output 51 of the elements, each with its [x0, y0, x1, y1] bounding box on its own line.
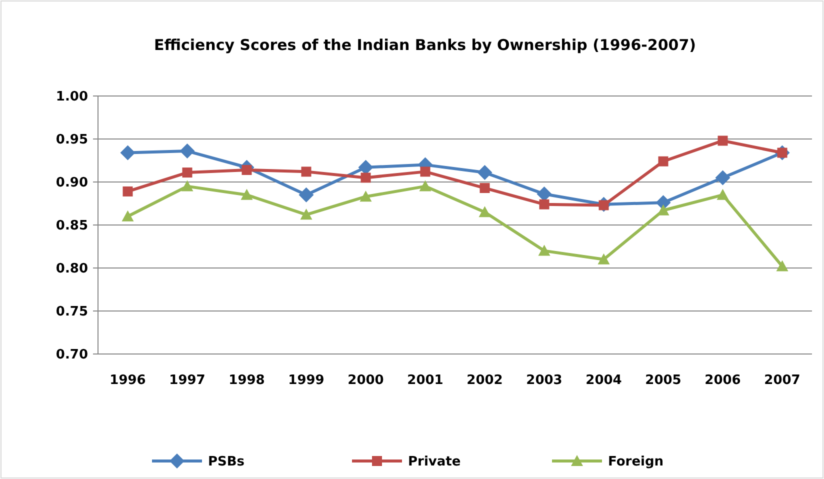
point: [182, 168, 192, 178]
point: [480, 183, 490, 194]
point: [538, 244, 550, 256]
point: [715, 170, 730, 186]
y-tick-label: 1.00: [56, 90, 88, 105]
x-tick-label: 2002: [466, 373, 503, 388]
chart-title: Efficiency Scores of the Indian Banks by Ownership (1996-2007): [154, 36, 696, 54]
x-tick-label: 2007: [764, 373, 800, 388]
y-tick-label: 0.95: [56, 132, 88, 148]
point: [420, 166, 430, 177]
point: [360, 172, 371, 183]
point: [122, 186, 133, 196]
point: [656, 195, 671, 210]
x-tick-label: 1998: [228, 373, 265, 388]
point: [478, 206, 491, 218]
x-tick-label: 2003: [526, 373, 562, 388]
point: [716, 188, 729, 200]
legend-label: Foreign: [608, 454, 664, 470]
point: [657, 204, 670, 216]
point: [776, 260, 788, 272]
point: [419, 180, 432, 192]
point: [240, 188, 253, 200]
y-tick-label: 0.70: [56, 348, 88, 363]
point: [301, 166, 312, 177]
x-tick-label: 2006: [704, 373, 741, 388]
point: [658, 156, 668, 166]
point: [358, 160, 374, 175]
y-tick-label: 0.90: [56, 176, 88, 191]
x-tick-label: 1996: [110, 373, 146, 388]
point: [298, 187, 314, 202]
point: [300, 208, 312, 220]
point: [120, 145, 136, 160]
point: [181, 180, 194, 192]
y-tick-label: 0.80: [56, 262, 88, 277]
x-tick-label: 2004: [586, 373, 622, 388]
point: [122, 210, 134, 222]
x-tick-label: 2001: [407, 373, 444, 388]
x-tick-label: 2005: [645, 373, 682, 388]
x-tick-label: 1999: [288, 373, 324, 388]
point: [180, 144, 195, 159]
point: [477, 165, 492, 180]
point: [718, 136, 728, 146]
legend-label: Private: [408, 454, 461, 470]
point: [360, 190, 372, 202]
y-tick-label: 0.75: [56, 304, 88, 320]
x-tick-label: 2000: [348, 373, 384, 388]
point: [539, 199, 550, 210]
y-tick-label: 0.85: [56, 218, 88, 234]
x-tick-label: 1997: [169, 373, 206, 388]
point: [598, 253, 610, 264]
legend-label: PSBs: [208, 454, 245, 470]
